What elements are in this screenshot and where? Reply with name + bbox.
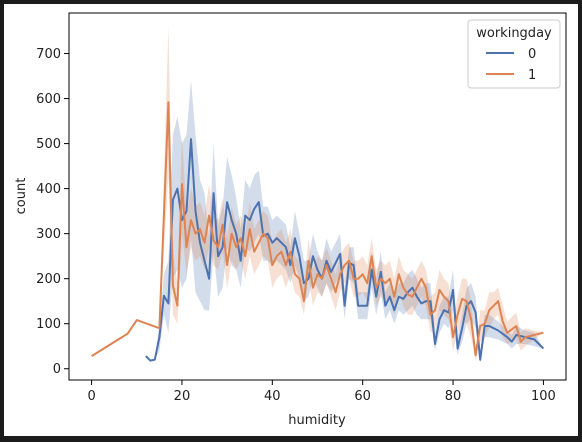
x-axis-label: humidity	[288, 413, 346, 428]
y-tick-label: 700	[36, 47, 61, 62]
y-tick-label: 300	[36, 227, 61, 242]
plot-area-frame	[68, 12, 567, 381]
series-lines	[91, 101, 545, 362]
legend-title: workingday	[476, 26, 552, 41]
legend: workingday 0 1	[467, 19, 561, 89]
legend-label-1: 1	[528, 68, 536, 83]
x-tick-label: 20	[174, 389, 191, 404]
chart-figure: 0 20 40 60 80 100 0 100 200 300 400 500 600 700 humi…	[4, 4, 578, 436]
x-axis-ticks: 0 20 40 60 80 100	[87, 380, 556, 404]
x-tick-label: 40	[264, 389, 281, 404]
x-tick-label: 0	[87, 389, 95, 404]
y-tick-label: 600	[36, 92, 61, 107]
y-tick-label: 500	[36, 137, 61, 152]
x-tick-label: 60	[354, 389, 371, 404]
x-tick-label: 80	[445, 389, 462, 404]
y-axis-label: count	[14, 178, 29, 215]
y-axis-ticks: 0 100 200 300 400 500 600 700	[36, 47, 69, 377]
series-0-line	[145, 138, 545, 362]
y-tick-label: 200	[36, 272, 61, 287]
x-tick-label: 100	[531, 389, 556, 404]
y-tick-label: 0	[53, 362, 61, 377]
y-tick-label: 400	[36, 182, 61, 197]
line-chart: 0 20 40 60 80 100 0 100 200 300 400 500 600 700 humi…	[14, 12, 567, 428]
legend-label-0: 0	[528, 47, 536, 62]
y-tick-label: 100	[36, 317, 61, 332]
series-1-line	[91, 101, 544, 357]
